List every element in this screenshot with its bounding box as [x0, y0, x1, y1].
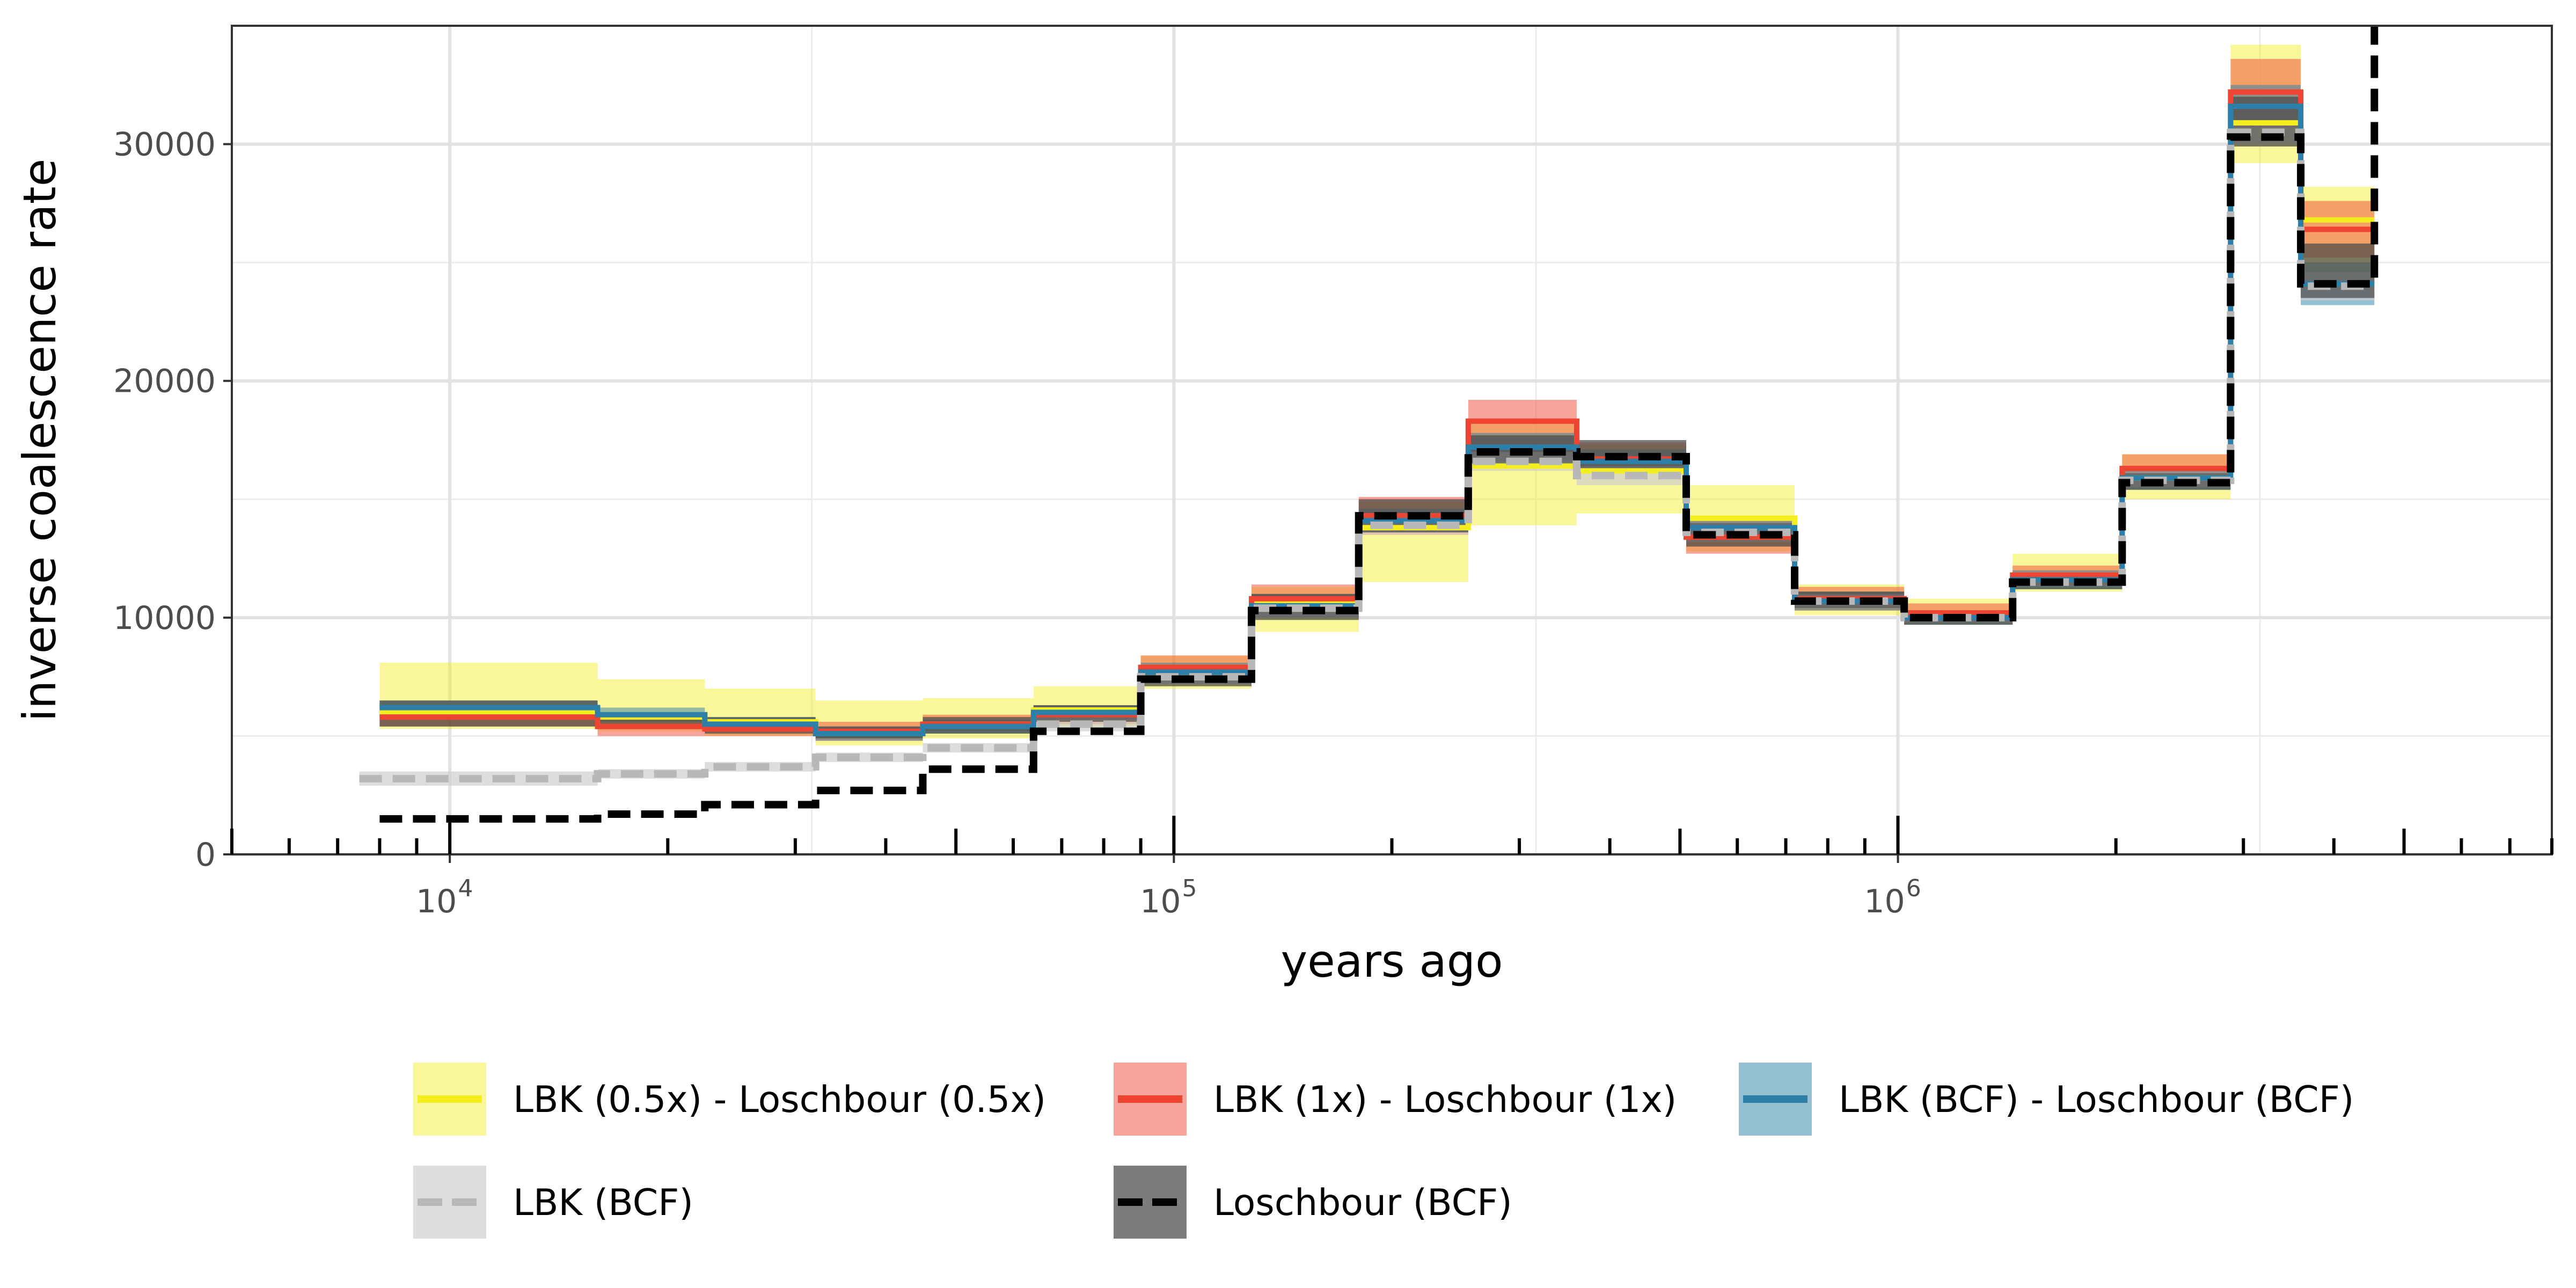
legend-item: LBK (BCF)	[413, 1166, 693, 1239]
y-tick-label: 30000	[113, 126, 216, 164]
legend-label: LBK (0.5x) - Loschbour (0.5x)	[513, 1079, 1046, 1121]
plot-panel	[232, 26, 2552, 854]
x-tick-exponent: 4	[458, 875, 473, 902]
y-tick-label: 20000	[113, 363, 216, 400]
x-axis-title: years ago	[1280, 935, 1503, 987]
grid-lines	[232, 26, 2552, 856]
series-lines	[359, 26, 2379, 823]
legend-label: LBK (BCF)	[513, 1182, 693, 1224]
x-tick-exponent: 5	[1182, 875, 1197, 902]
legend-label: LBK (1x) - Loschbour (1x)	[1213, 1079, 1677, 1121]
legend-item: LBK (0.5x) - Loschbour (0.5x)	[413, 1063, 1046, 1136]
series-line-3	[359, 128, 2375, 782]
y-axis-title: inverse coalescence rate	[13, 159, 66, 722]
legend-label: Loschbour (BCF)	[1213, 1182, 1512, 1224]
legend-label: LBK (BCF) - Loschbour (BCF)	[1839, 1079, 2354, 1121]
ci-band	[1576, 440, 1687, 471]
y-tick-label: 0	[195, 836, 216, 874]
y-tick-label: 10000	[113, 599, 216, 637]
legend: LBK (0.5x) - Loschbour (0.5x) LBK (1x) - …	[413, 1063, 2354, 1239]
x-tick-exponent: 6	[1906, 875, 1921, 902]
series-line-4	[379, 26, 2379, 823]
legend-item: LBK (1x) - Loschbour (1x)	[1114, 1063, 1677, 1136]
legend-item: Loschbour (BCF)	[1114, 1166, 1512, 1239]
legend-item: LBK (BCF) - Loschbour (BCF)	[1739, 1063, 2354, 1136]
